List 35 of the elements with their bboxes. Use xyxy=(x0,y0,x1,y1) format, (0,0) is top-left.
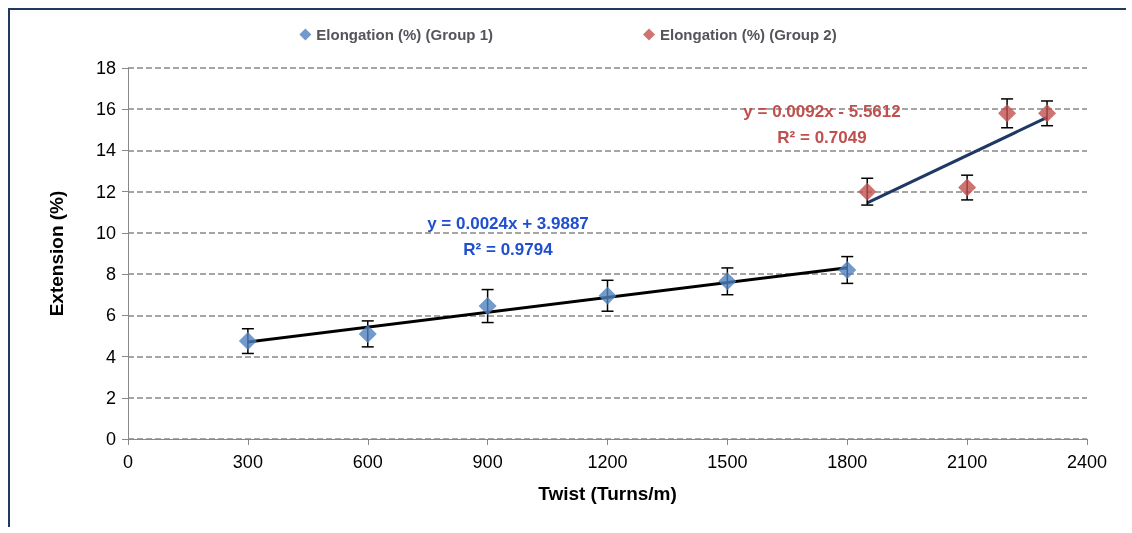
y-tick-label: 18 xyxy=(95,58,116,78)
y-tick-label: 4 xyxy=(105,346,116,367)
y-tick-label: 2 xyxy=(105,387,116,408)
y-tick-label: 8 xyxy=(105,264,116,285)
x-tick-label: 2100 xyxy=(947,452,988,472)
y-axis-title: Extension (%) xyxy=(46,190,67,317)
point xyxy=(478,297,497,316)
y-tick-label: 6 xyxy=(105,305,116,326)
x-tick-label: 0 xyxy=(122,452,134,472)
x-tick-label: 300 xyxy=(232,452,263,472)
legend-label: Elongation (%) (Group 1) xyxy=(316,26,494,43)
y-tick-label: 12 xyxy=(95,181,116,202)
point xyxy=(998,104,1017,123)
point xyxy=(858,182,877,201)
x-tick-label: 1500 xyxy=(707,452,748,472)
y-tick-label: 0 xyxy=(105,429,116,449)
x-tick-label: 2400 xyxy=(1066,452,1108,472)
point xyxy=(958,178,977,197)
y-tick-label: 14 xyxy=(95,140,116,161)
x-tick-label: 1200 xyxy=(587,452,628,472)
x-tick-label: 600 xyxy=(352,452,383,472)
legend-label: Elongation (%) (Group 2) xyxy=(660,26,837,43)
y-tick-label: 16 xyxy=(95,99,116,120)
y-tick-label: 10 xyxy=(95,222,116,243)
annotation: y = 0.0024x + 3.9887 R² = 0.9794 xyxy=(427,213,589,259)
point xyxy=(718,272,737,291)
x-axis-title: Twist (Turns/m) xyxy=(538,483,677,504)
point xyxy=(838,260,857,279)
point xyxy=(238,332,257,351)
point xyxy=(598,286,617,305)
x-tick-label: 900 xyxy=(472,452,503,472)
x-tick-label: 1800 xyxy=(827,452,868,472)
point xyxy=(358,324,377,343)
point xyxy=(1038,104,1057,123)
annotation: y = 0.0092x - 5.5612 R² = 0.7049 xyxy=(743,101,901,147)
